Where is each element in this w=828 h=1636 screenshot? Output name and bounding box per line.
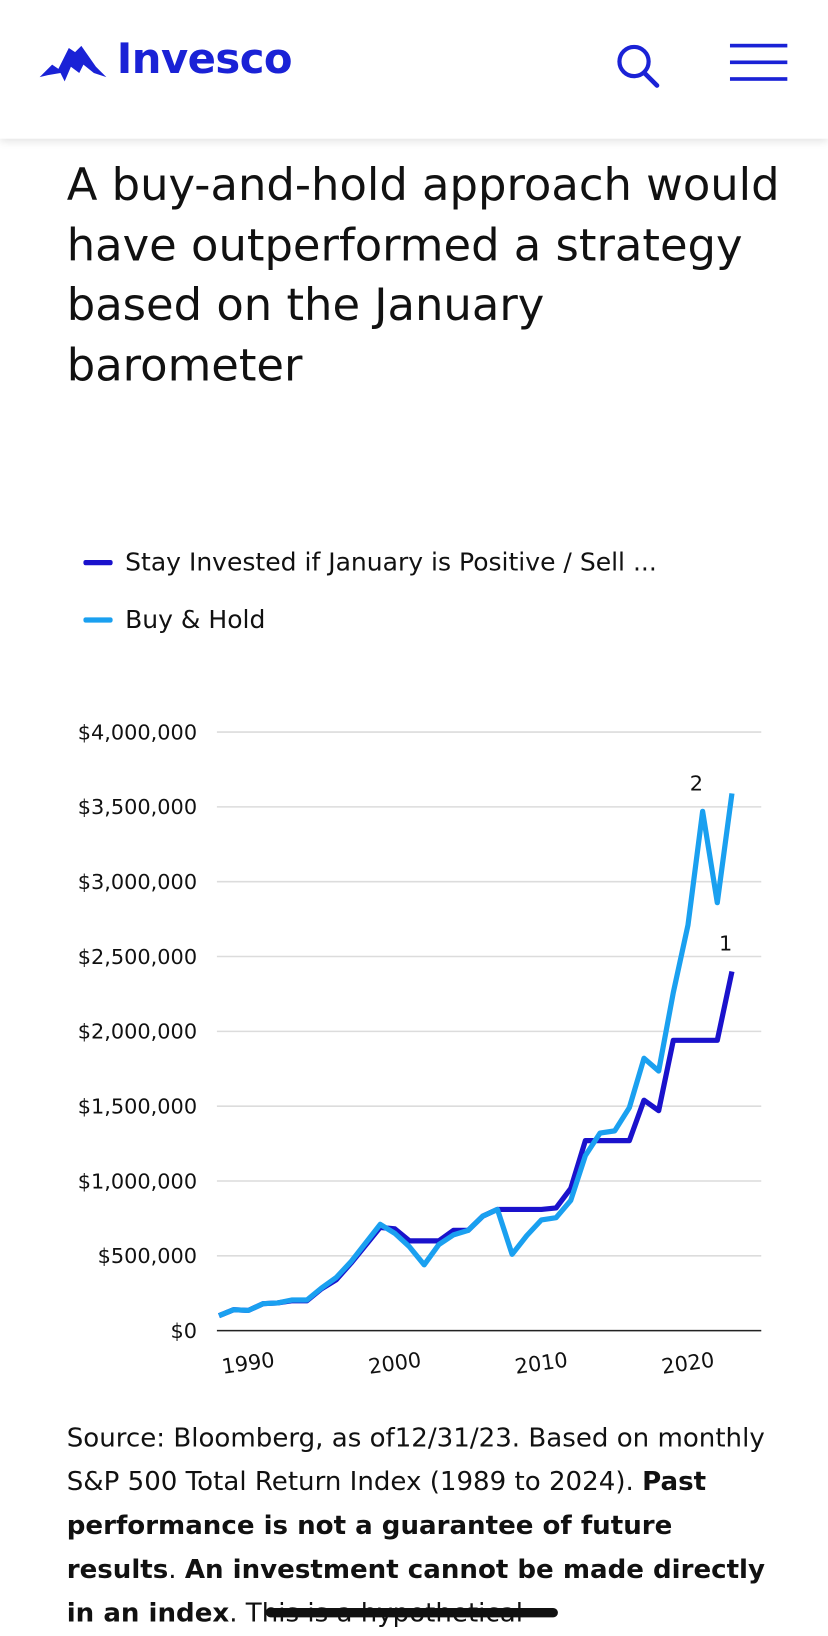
source-text: .	[168, 1553, 185, 1585]
source-text: Past performance is not a guarantee of f…	[66, 1466, 707, 1585]
source-note: Source: Bloomberg, as of12/31/23. Based …	[67, 1416, 768, 1635]
legend-swatch	[83, 559, 113, 565]
annotation: 1	[719, 932, 732, 956]
y-tick-label: $3,500,000	[78, 795, 197, 819]
source-text: An investment cannot be made directly in…	[66, 1553, 765, 1628]
logo-icon[interactable]	[38, 42, 111, 86]
header: Invesco	[0, 0, 828, 139]
search-button[interactable]	[613, 42, 663, 90]
series-line	[218, 970, 735, 1319]
legend-label: Stay Invested if January is Positive / S…	[125, 547, 657, 577]
y-tick-label: $500,000	[98, 1244, 197, 1268]
y-tick-label: $2,500,000	[78, 945, 197, 969]
y-tick-label: $0	[171, 1319, 198, 1343]
legend-item[interactable]: Buy & Hold	[83, 605, 265, 634]
y-tick-label: $1,000,000	[78, 1169, 197, 1193]
title: A buy-and-hold approach would have outpe…	[66, 159, 780, 392]
y-tick-label: $4,000,000	[78, 720, 197, 744]
x-tick-label: 1990	[220, 1348, 276, 1379]
source-text: Source: Bloomberg, as of12/31/23. Based …	[66, 1422, 765, 1497]
logo[interactable]: Invesco	[116, 35, 293, 84]
x-tick-label: 2010	[513, 1348, 569, 1379]
home-indicator	[265, 1608, 558, 1618]
legend-label: Buy & Hold	[125, 604, 266, 635]
x-tick-label: 2000	[367, 1348, 423, 1379]
series-line	[218, 793, 735, 1319]
chart: $0 $500,000 $1,000,000 $1,500,000 $2,000,000…	[78, 720, 762, 1379]
annotation: 2	[690, 772, 703, 796]
legend-item[interactable]: Stay Invested if January is Positive / S…	[83, 547, 657, 577]
y-tick-label: $3,000,000	[78, 870, 197, 894]
x-tick-label: 2020	[660, 1348, 716, 1379]
menu-button[interactable]	[728, 42, 788, 84]
y-tick-label: $1,500,000	[78, 1094, 197, 1118]
legend-swatch	[83, 616, 113, 623]
y-tick-label: $2,000,000	[78, 1020, 197, 1044]
